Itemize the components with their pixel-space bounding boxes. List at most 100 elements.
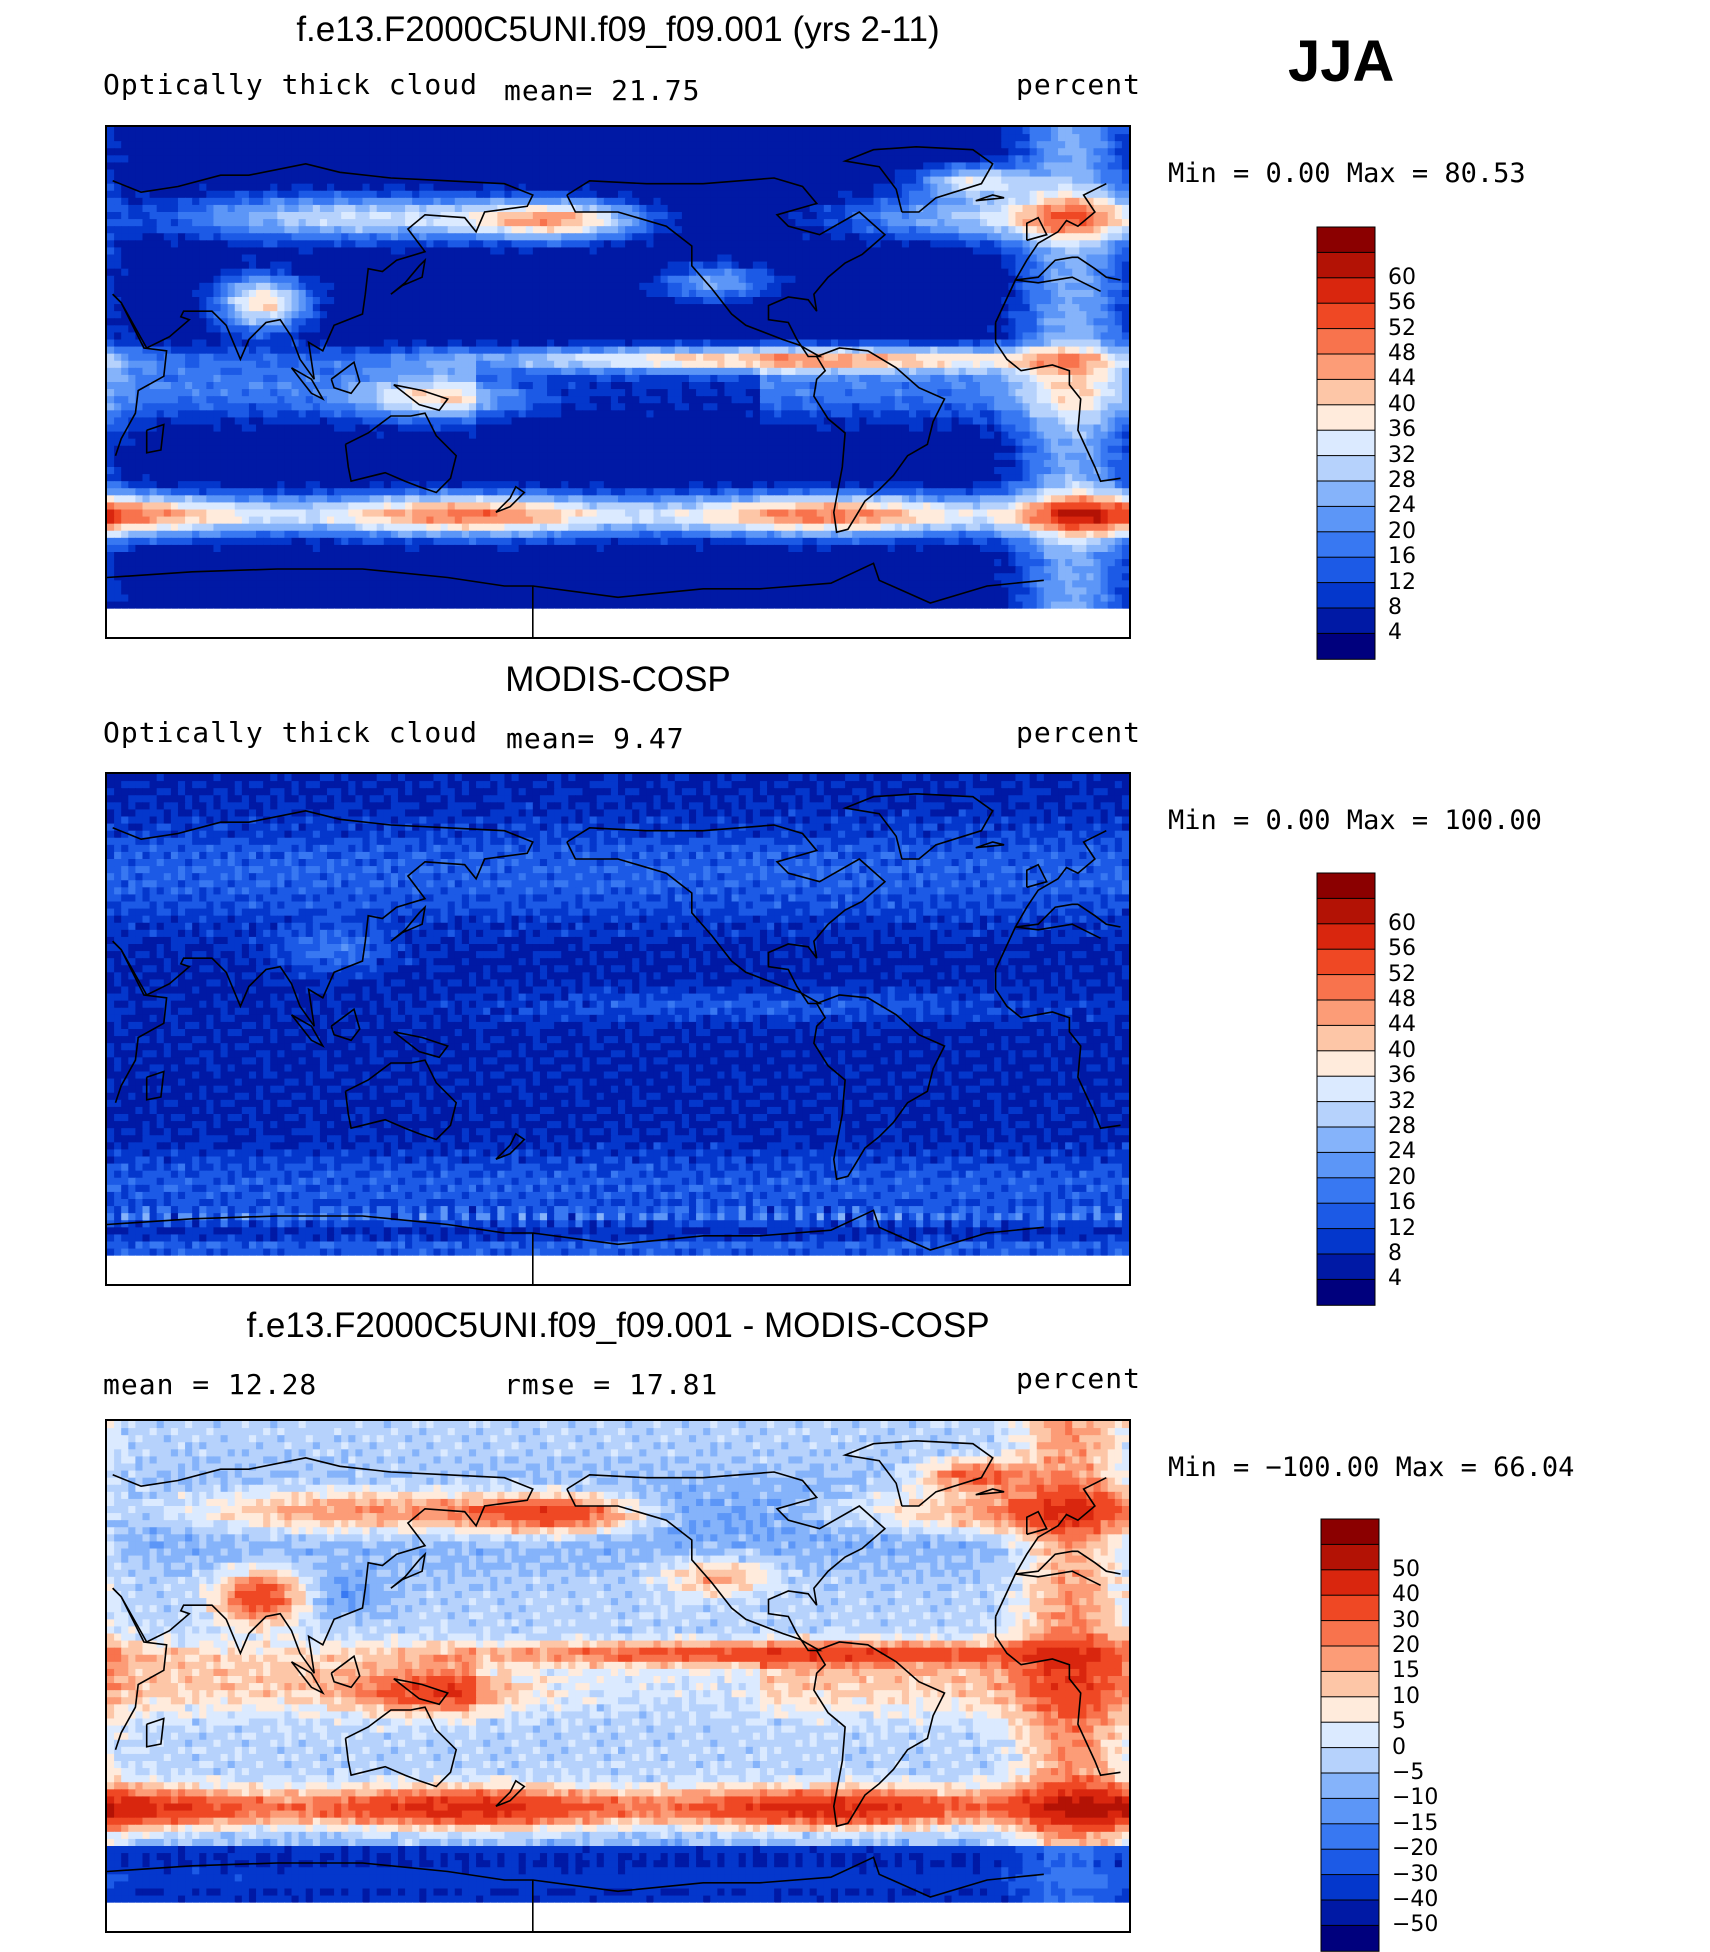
map-cell	[405, 134, 413, 142]
map-cell	[710, 233, 718, 241]
map-cell	[759, 261, 768, 270]
map-cell	[334, 212, 342, 220]
map-cell	[135, 261, 144, 270]
map-cell	[511, 254, 520, 263]
map-cell	[781, 247, 789, 256]
map-cell	[270, 226, 278, 234]
map-cell	[717, 212, 726, 220]
map-cell	[603, 233, 612, 241]
map-cell	[618, 219, 626, 227]
map-cell	[802, 268, 811, 277]
map-cell	[951, 226, 960, 234]
map-cell	[213, 339, 222, 348]
map-cell	[554, 318, 562, 326]
map-cell	[383, 219, 392, 227]
map-cell	[610, 261, 619, 270]
map-cell	[618, 304, 626, 312]
map-cell	[277, 226, 286, 234]
map-cell	[603, 254, 612, 263]
map-cell	[745, 261, 754, 270]
map-cell	[916, 282, 924, 291]
map-cell	[440, 311, 449, 319]
map-cell	[405, 282, 413, 291]
map-cell	[1001, 169, 1009, 178]
map-cell	[823, 212, 832, 220]
map-cell	[802, 226, 811, 234]
map-cell	[731, 155, 740, 164]
map-cell	[703, 162, 711, 171]
map-cell	[277, 304, 286, 312]
map-cell	[596, 183, 605, 192]
map-cell	[852, 275, 860, 284]
map-cell	[199, 367, 207, 376]
map-cell	[376, 183, 385, 192]
map-cell	[632, 360, 640, 369]
map-cell	[419, 367, 427, 376]
map-cell	[227, 127, 236, 135]
map-cell	[972, 204, 981, 213]
map-cell	[1121, 197, 1129, 206]
map-cell	[348, 219, 357, 227]
map-cell	[703, 240, 711, 249]
map-cell	[327, 197, 335, 206]
map-cell	[142, 197, 151, 206]
map-cell	[1107, 318, 1116, 326]
map-cell	[1001, 155, 1009, 164]
map-cell	[490, 240, 498, 249]
map-cell	[575, 261, 584, 270]
map-cell	[497, 169, 506, 178]
map-cell	[688, 134, 697, 142]
map-cell	[767, 325, 775, 334]
map-cell	[305, 197, 314, 206]
map-cell	[674, 268, 683, 277]
map-cell	[809, 141, 818, 149]
map-cell	[575, 353, 584, 362]
map-cell	[142, 346, 151, 355]
map-cell	[483, 233, 491, 241]
map-cell	[433, 197, 442, 206]
map-cell	[511, 197, 520, 206]
map-cell	[582, 367, 591, 376]
map-cell	[696, 240, 704, 249]
map-cell	[156, 268, 165, 277]
map-cell	[1079, 304, 1088, 312]
map-cell	[1008, 261, 1017, 270]
map-cell	[341, 127, 349, 135]
map-cell	[1079, 127, 1088, 135]
map-cell	[192, 304, 200, 312]
map-cell	[724, 212, 733, 220]
map-cell	[1107, 176, 1116, 185]
map-cell	[454, 134, 463, 142]
map-cell	[192, 212, 200, 220]
map-cell	[114, 297, 122, 305]
map-cell	[334, 360, 342, 369]
map-cell	[667, 275, 676, 284]
map-cell	[1029, 183, 1038, 192]
map-cell	[625, 197, 633, 206]
map-cell	[937, 360, 946, 369]
map-cell	[341, 346, 349, 355]
map-cell	[845, 289, 853, 298]
map-cell	[504, 197, 513, 206]
map-cell	[107, 233, 115, 241]
map-cell	[575, 325, 584, 334]
map-cell	[504, 346, 513, 355]
map-cell	[731, 261, 740, 270]
map-cell	[291, 169, 300, 178]
map-cell	[192, 268, 200, 277]
map-cell	[518, 183, 527, 192]
map-cell	[1121, 183, 1129, 192]
map-cell	[163, 219, 172, 227]
map-cell	[1100, 190, 1109, 199]
map-cell	[468, 304, 477, 312]
map-cell	[461, 360, 470, 369]
map-cell	[369, 367, 378, 376]
map-cell	[618, 254, 626, 263]
map-cell	[405, 183, 413, 192]
map-cell	[1008, 311, 1017, 319]
map-cell	[121, 311, 129, 319]
map-cell	[369, 169, 378, 178]
map-cell	[596, 127, 605, 135]
map-cell	[397, 197, 406, 206]
map-cell	[767, 190, 775, 199]
